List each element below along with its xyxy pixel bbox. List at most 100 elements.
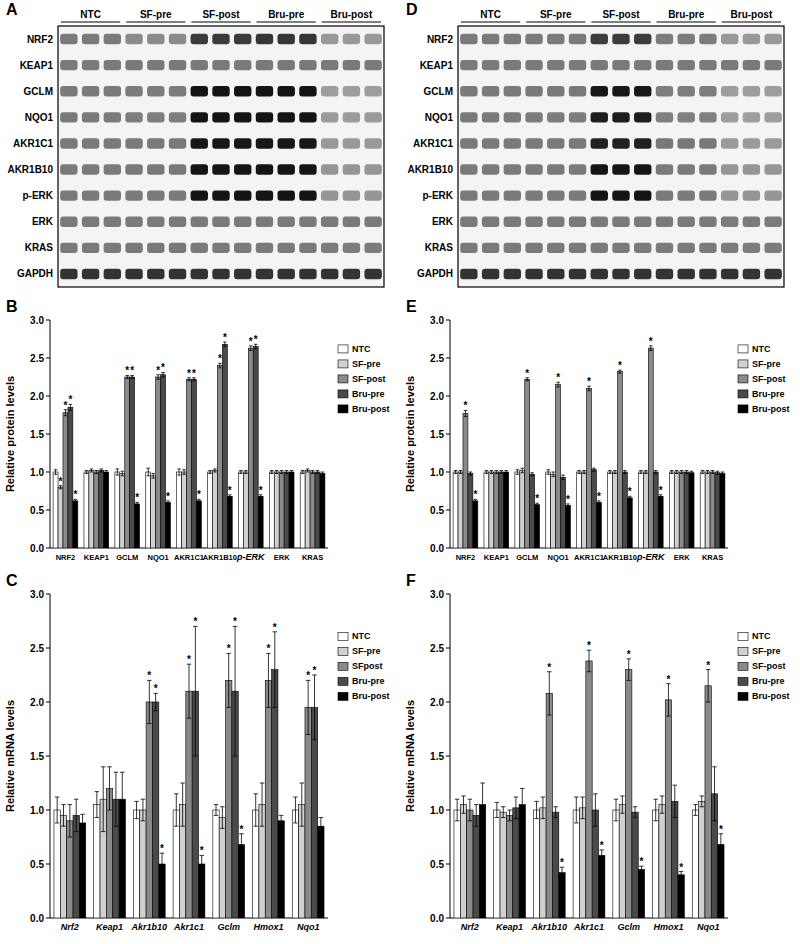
error-stem bbox=[106, 470, 107, 473]
bar bbox=[68, 407, 73, 548]
blot-band bbox=[278, 34, 295, 44]
x-tick-label: ERK bbox=[274, 553, 290, 562]
y-tick bbox=[46, 756, 50, 757]
significance-mark: * bbox=[223, 332, 227, 343]
bar-chart: FRelative mRNA levels0.00.51.01.52.02.53… bbox=[404, 572, 790, 932]
blot-band bbox=[364, 112, 381, 122]
blot-band bbox=[634, 243, 651, 253]
error-stem bbox=[201, 855, 202, 872]
error-bar bbox=[260, 783, 264, 826]
blot-band bbox=[525, 86, 542, 96]
blot-band bbox=[634, 112, 651, 122]
error-cap bbox=[706, 473, 709, 474]
error-cap bbox=[546, 469, 549, 470]
x-tick-label: KEAP1 bbox=[84, 553, 109, 562]
error-stem bbox=[109, 767, 110, 810]
bar bbox=[577, 472, 582, 548]
error-cap bbox=[701, 473, 704, 474]
significance-mark: * bbox=[313, 665, 317, 676]
error-stem bbox=[491, 470, 492, 473]
row-label: KEAP1 bbox=[420, 60, 454, 71]
y-tick bbox=[446, 918, 450, 919]
y-tick-label: 1.0 bbox=[30, 467, 44, 478]
bar bbox=[187, 379, 192, 548]
error-cap bbox=[187, 718, 191, 719]
blot-band bbox=[60, 269, 77, 279]
error-bar bbox=[577, 470, 580, 473]
bar bbox=[579, 808, 585, 918]
blot-band bbox=[525, 112, 542, 122]
y-tick-label: 0.0 bbox=[30, 913, 44, 924]
x-tick-label: Gclm bbox=[217, 922, 240, 932]
error-cap bbox=[290, 470, 293, 471]
group-underline bbox=[61, 22, 120, 23]
error-bar bbox=[490, 470, 493, 473]
error-stem bbox=[86, 470, 87, 473]
error-cap bbox=[59, 488, 62, 489]
y-tick-label: 0.0 bbox=[430, 543, 444, 554]
blot-band bbox=[721, 217, 738, 227]
blot-band bbox=[321, 164, 338, 174]
blot-band bbox=[656, 164, 673, 174]
error-stem bbox=[517, 470, 518, 475]
blot-band bbox=[234, 269, 251, 279]
blot-band bbox=[678, 243, 695, 253]
row-label: AKR1B10 bbox=[407, 164, 453, 175]
blot-band bbox=[364, 243, 381, 253]
blot-band bbox=[569, 190, 586, 200]
blot-band bbox=[678, 269, 695, 279]
blot-band bbox=[591, 60, 608, 70]
blot-band bbox=[699, 86, 716, 96]
error-bar bbox=[516, 470, 519, 475]
lane-group-label: SF-pre bbox=[540, 9, 572, 20]
error-cap bbox=[153, 710, 157, 711]
error-stem bbox=[136, 801, 137, 818]
blot-band bbox=[525, 34, 542, 44]
blot-band bbox=[656, 190, 673, 200]
bar bbox=[279, 472, 284, 548]
significance-mark: * bbox=[197, 489, 201, 500]
bar bbox=[535, 505, 540, 548]
error-stem bbox=[655, 470, 656, 473]
y-tick-label: 1.0 bbox=[30, 805, 44, 816]
blot-band bbox=[656, 243, 673, 253]
y-tick bbox=[446, 396, 450, 397]
error-cap bbox=[74, 799, 78, 800]
error-bar bbox=[275, 470, 278, 473]
plot-area bbox=[454, 650, 724, 918]
error-stem bbox=[501, 470, 502, 473]
blot-band bbox=[612, 217, 629, 227]
x-tick-label: Keap1 bbox=[496, 922, 523, 932]
error-cap bbox=[556, 386, 559, 387]
error-stem bbox=[470, 472, 471, 475]
row-label: GCLM bbox=[24, 86, 53, 97]
error-bar bbox=[226, 653, 230, 707]
error-cap bbox=[228, 497, 231, 498]
legend-label: Bru-post bbox=[352, 404, 390, 414]
error-bar bbox=[147, 680, 151, 723]
bar bbox=[596, 502, 601, 548]
error-stem bbox=[214, 469, 215, 472]
error-cap bbox=[495, 473, 498, 474]
error-stem bbox=[117, 469, 118, 475]
error-cap bbox=[64, 415, 67, 416]
error-cap bbox=[147, 723, 151, 724]
error-cap bbox=[614, 799, 618, 800]
group-underline bbox=[191, 22, 250, 23]
error-stem bbox=[662, 796, 663, 813]
blot-band bbox=[82, 269, 99, 279]
bar bbox=[653, 810, 659, 918]
error-cap bbox=[244, 470, 247, 471]
error-cap bbox=[214, 804, 218, 805]
error-bar bbox=[593, 794, 597, 826]
error-cap bbox=[560, 878, 564, 879]
error-stem bbox=[276, 470, 277, 473]
blot-band bbox=[299, 34, 316, 44]
error-cap bbox=[587, 671, 591, 672]
blot-band bbox=[525, 60, 542, 70]
bar bbox=[212, 470, 217, 548]
error-cap bbox=[716, 471, 719, 472]
error-cap bbox=[90, 472, 93, 473]
blot-band bbox=[321, 60, 338, 70]
blot-band bbox=[191, 217, 208, 227]
